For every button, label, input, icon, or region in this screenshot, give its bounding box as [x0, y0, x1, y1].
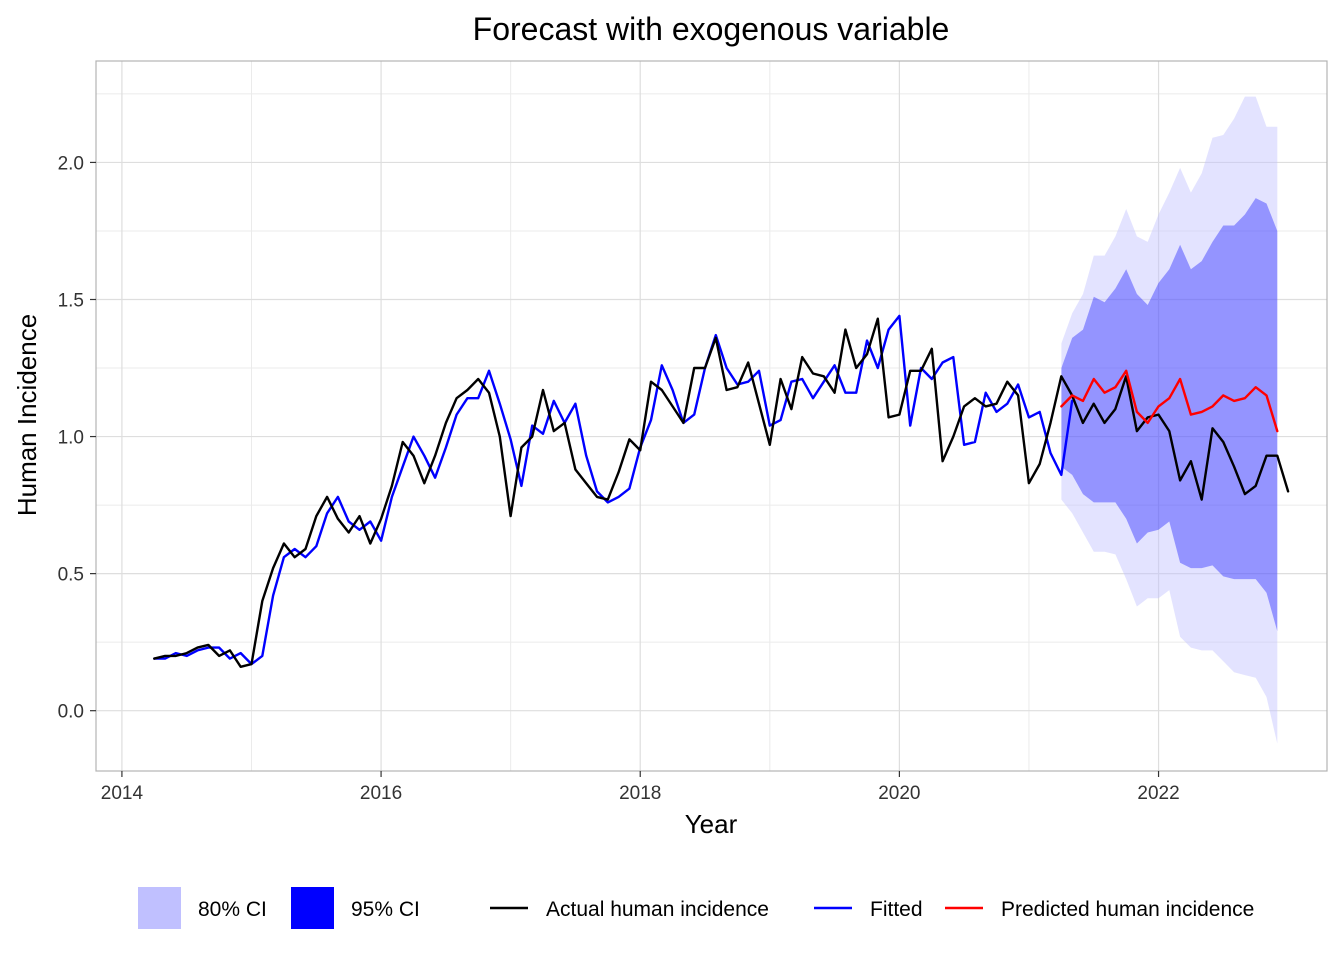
predicted-line	[1060, 369, 1279, 433]
plot-area: 2014 2016 2018 2020 2022 0.0 0.5 1.0 1.5 2.0	[58, 60, 1328, 804]
y-tick-label: 0.5	[58, 565, 84, 586]
legend: 80% CI 95% CI Actual human incidence Fitted…	[138, 887, 1254, 929]
x-tick-label: 2022	[1137, 783, 1179, 804]
ci80-band	[1061, 96, 1278, 744]
x-tick-label: 2018	[619, 783, 661, 804]
y-axis-title: Human Incidence	[12, 314, 42, 516]
y-tick-label: 1.0	[58, 428, 84, 449]
fitted-line	[153, 314, 1074, 666]
panel-border	[95, 60, 1328, 772]
legend-label-predicted: Predicted human incidence	[1001, 898, 1254, 921]
ci95-band	[1061, 198, 1278, 632]
legend-label-fitted: Fitted	[870, 898, 923, 921]
actual-line	[153, 317, 1290, 668]
legend-label-ci80: 80% CI	[198, 898, 267, 921]
x-tick-label: 2014	[101, 783, 144, 804]
legend-label-actual: Actual human incidence	[546, 898, 769, 921]
legend-label-ci95: 95% CI	[351, 898, 420, 921]
y-tick-label: 1.5	[58, 290, 84, 311]
chart-title: Forecast with exogenous variable	[473, 11, 950, 47]
y-tick-label: 2.0	[58, 153, 84, 174]
y-tick-label: 0.0	[58, 702, 84, 723]
x-tick-label: 2020	[878, 783, 920, 804]
legend-swatch-ci95	[291, 887, 334, 929]
x-tick-label: 2016	[360, 783, 402, 804]
x-axis-title: Year	[685, 809, 738, 839]
legend-swatch-ci80	[138, 887, 181, 929]
